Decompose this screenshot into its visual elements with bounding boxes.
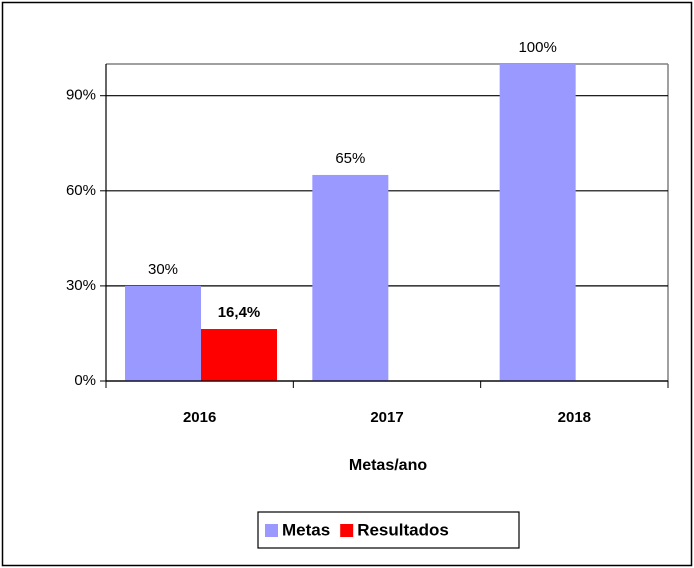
bar (499, 64, 576, 381)
y-tick-label: 0% (74, 372, 96, 389)
value-label: 100% (518, 39, 556, 56)
bar (312, 174, 389, 381)
y-tick-label: 30% (66, 277, 96, 294)
legend-box (257, 511, 520, 549)
value-label: 30% (148, 261, 178, 278)
legend-swatch (265, 524, 278, 537)
y-tick-label: 60% (66, 182, 96, 199)
x-tick-label: 2018 (558, 409, 591, 426)
value-label: 16,4% (218, 304, 261, 321)
x-tick-label: 2017 (370, 409, 403, 426)
legend-label: Metas (282, 520, 330, 539)
bar (125, 285, 201, 381)
x-tick-label: 2016 (183, 409, 216, 426)
legend-label: Resultados (357, 520, 449, 539)
bar (201, 329, 277, 381)
legend-swatch (340, 524, 354, 537)
value-label: 65% (335, 150, 365, 167)
y-tick-label: 90% (66, 87, 96, 104)
x-axis-label: Metas/ano (349, 457, 427, 474)
